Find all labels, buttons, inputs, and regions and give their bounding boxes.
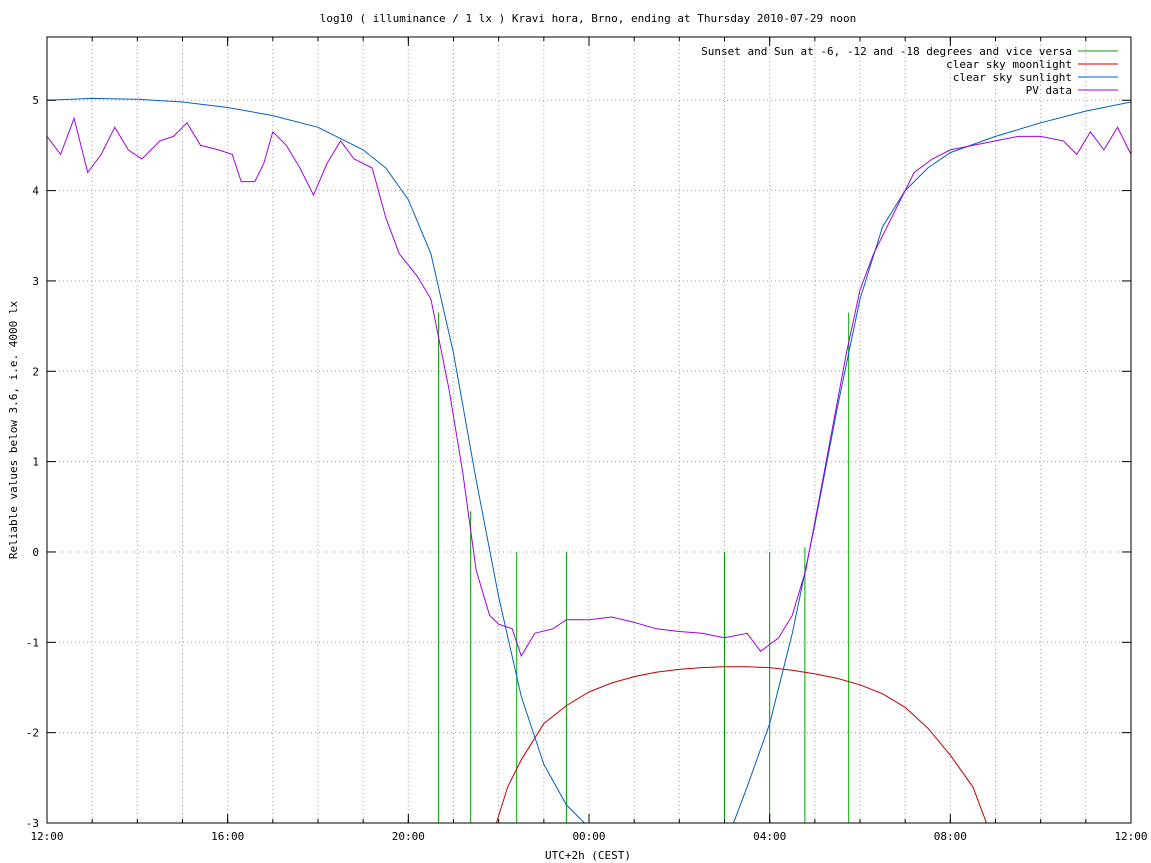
x-axis-label: UTC+2h (CEST) [545,849,631,862]
y-tick-label: -3 [26,817,39,830]
x-tick-label: 08:00 [934,830,967,843]
x-tick-label: 12:00 [1114,830,1147,843]
x-tick-label: 12:00 [30,830,63,843]
x-tick-labels: 12:00 16:00 20:00 00:00 04:00 08:00 12:00 [30,830,1147,843]
x-tick-label: 16:00 [211,830,244,843]
y-tick-label: -1 [26,636,39,649]
chart-title: log10 ( illuminance / 1 lx ) Kravi hora,… [320,12,856,25]
series-line-1 [495,666,987,824]
y-tick-label: 1 [32,456,39,469]
y-tick-labels: -3 -2 -1 0 1 2 3 4 5 [26,94,40,830]
x-tick-label: 04:00 [753,830,786,843]
y-axis-label: Reliable values below 3.6, i.e. 4000 lx [7,300,20,559]
legend-entry-label: PV data [1026,84,1072,97]
grid-lines [47,37,1131,823]
y-tick-label: 4 [32,185,39,198]
legend-entry-label: clear sky moonlight [946,58,1072,71]
y-tick-label: 3 [32,275,39,288]
x-tick-label: 00:00 [572,830,605,843]
y-tick-label: 0 [32,546,39,559]
series-sun-markers [438,312,850,823]
y-tick-label: 2 [32,365,39,378]
series-line-2 [46,97,1132,824]
legend-entry-label: clear sky sunlight [953,71,1072,84]
x-tick-label: 20:00 [392,830,425,843]
tick-marks [46,37,1132,824]
legend: Sunset and Sun at -6, -12 and -18 degree… [701,45,1118,97]
y-tick-label: 5 [32,94,39,107]
legend-entry-label: Sunset and Sun at -6, -12 and -18 degree… [701,45,1072,58]
y-tick-label: -2 [26,727,39,740]
series-line-3 [46,116,1132,658]
series-layer [46,97,1132,824]
